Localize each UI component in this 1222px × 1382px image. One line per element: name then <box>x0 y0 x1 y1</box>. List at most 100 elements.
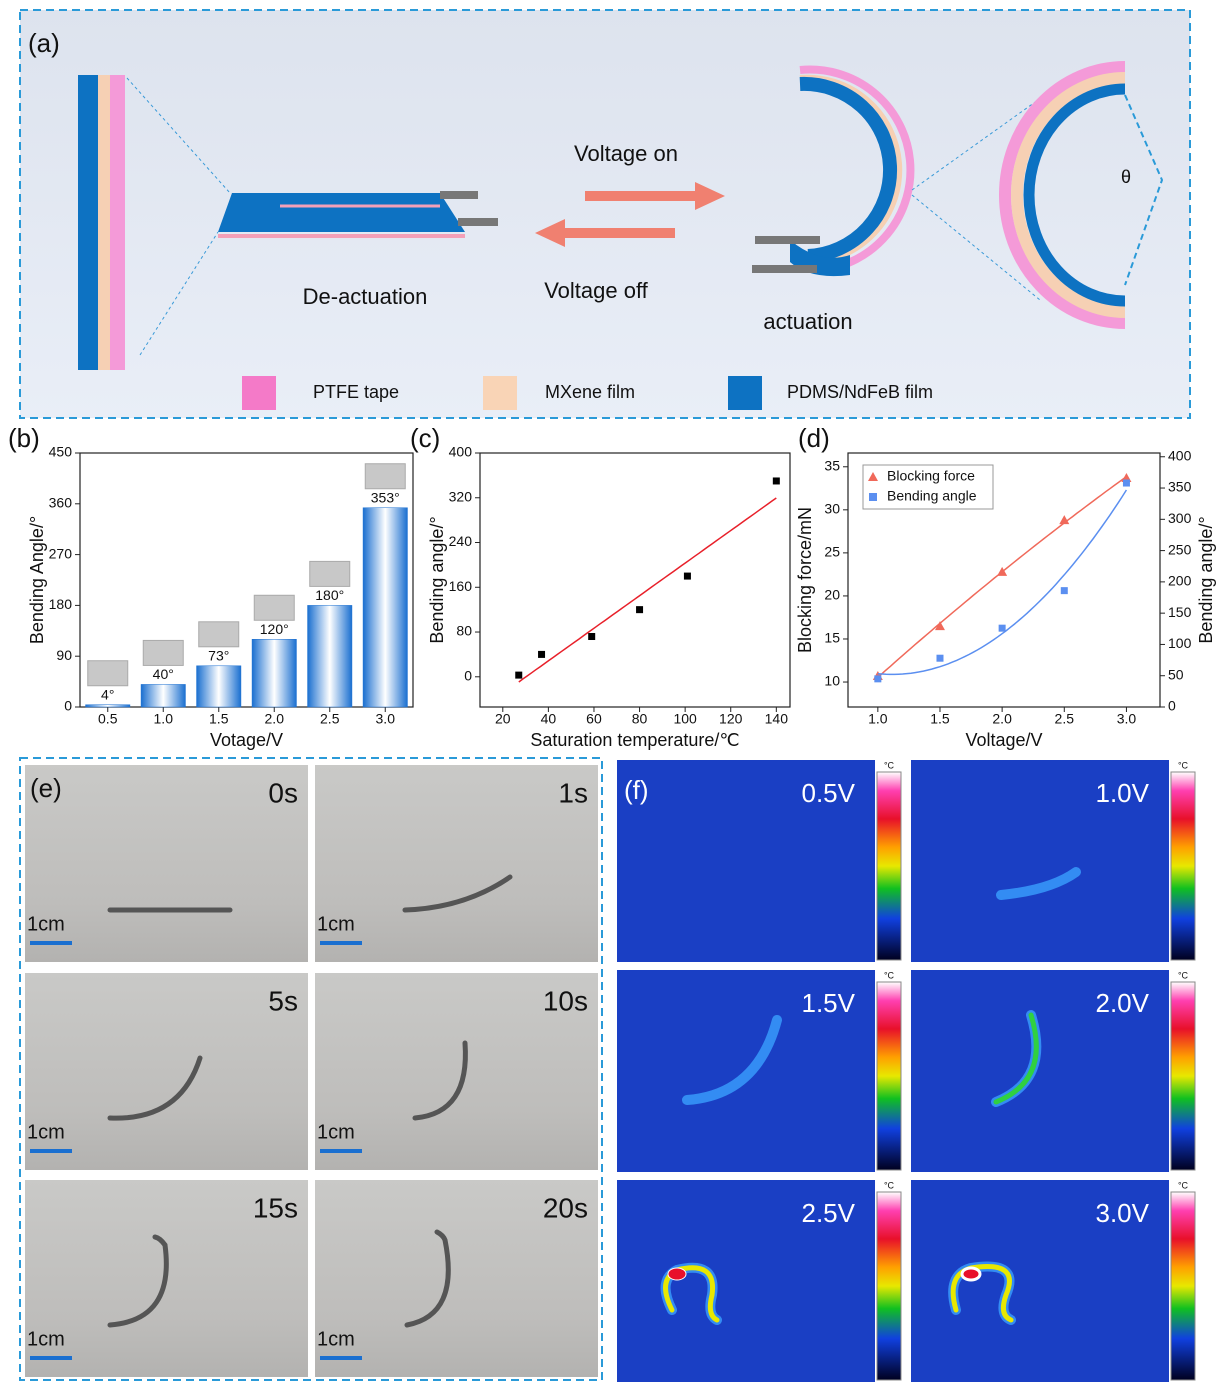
point <box>683 572 691 580</box>
scale-label: 1cm <box>27 1121 65 1143</box>
y2-tick-label: 400 <box>1168 447 1192 463</box>
x-tick-label: 2.0 <box>992 711 1012 727</box>
scale-label: 1cm <box>27 1328 65 1350</box>
fit-line <box>518 497 777 683</box>
y2-tick-label: 50 <box>1168 666 1184 682</box>
point <box>934 621 945 631</box>
y-axis-label: Bending angle/° <box>427 516 447 643</box>
colorbar <box>876 981 902 1171</box>
panel-frame <box>19 9 1191 419</box>
y-tick-label: 80 <box>456 623 472 639</box>
x-tick-label: 100 <box>673 711 697 727</box>
x-tick-label: 1.0 <box>154 711 174 727</box>
point <box>998 624 1006 632</box>
legend-label: Blocking force <box>887 468 975 484</box>
y2-tick-label: 200 <box>1168 573 1192 589</box>
actuator-curved <box>799 76 898 263</box>
legend-swatch <box>483 376 517 410</box>
legend-label: PDMS/NdFeB film <box>787 382 933 402</box>
x-tick-label: 120 <box>719 711 743 727</box>
layer-pdms <box>78 75 98 370</box>
colorbar <box>1170 771 1196 961</box>
frame-label: 1s <box>558 777 588 808</box>
value-label: 40° <box>153 666 174 682</box>
actuator-curved <box>799 74 903 265</box>
heat-core <box>993 1012 1039 1105</box>
plot-frame <box>479 452 791 708</box>
x-tick-label: 2.0 <box>265 711 285 727</box>
heat-core <box>663 1265 720 1323</box>
heat-trace <box>996 867 1081 900</box>
y-tick-label: 320 <box>449 488 473 504</box>
photo-bg <box>315 765 598 962</box>
panel-label: (c) <box>410 423 440 453</box>
scale-label: 1cm <box>27 913 65 935</box>
inset-photo <box>198 621 240 648</box>
zoom-arc <box>1023 83 1126 307</box>
colorbar-unit: °C <box>884 1180 895 1190</box>
colorbar-unit: °C <box>884 970 895 980</box>
y2-tick-label: 250 <box>1168 541 1192 557</box>
bar <box>196 665 242 708</box>
y-tick-label: 35 <box>824 457 840 473</box>
y-tick-label: 270 <box>49 545 73 561</box>
colorbar <box>1170 1191 1196 1381</box>
photo: 10s 1cm <box>315 973 598 1170</box>
thermal-image: °C 1.5V <box>617 970 902 1172</box>
frame-label: 1.5V <box>802 988 856 1018</box>
electrode <box>440 191 478 199</box>
bar <box>140 684 186 708</box>
value-label: 4° <box>101 686 114 702</box>
frame-label: 5s <box>268 985 298 1016</box>
colorbar <box>876 771 902 961</box>
y-tick-label: 240 <box>449 533 473 549</box>
actuator-curved <box>799 65 915 274</box>
x-tick-label: 3.0 <box>376 711 396 727</box>
legend-marker <box>869 493 877 501</box>
angle-line <box>1124 94 1164 286</box>
thermal-bg <box>617 760 875 962</box>
colorbar-unit: °C <box>1178 1180 1189 1190</box>
panel-e: 0s 1cm 1s 1cm 5s 1cm 10s 1cm 15s 1cm 20s 1cm (e) <box>25 765 598 1377</box>
frame-label: 15s <box>253 1192 298 1223</box>
x-tick-label: 40 <box>541 711 557 727</box>
arrow-label: Voltage on <box>574 141 678 166</box>
photo: 15s 1cm <box>25 1180 308 1377</box>
zoom-arc <box>1011 72 1126 318</box>
value-label: 180° <box>315 587 344 603</box>
arrow-label: Voltage off <box>544 278 648 303</box>
y-tick-label: 90 <box>56 647 72 663</box>
legend-marker <box>868 472 878 481</box>
ptfe-strip <box>218 234 465 238</box>
thermal-bg <box>911 760 1169 962</box>
scale-label: 1cm <box>317 1328 355 1350</box>
y-axis-label: Blocking force/mN <box>795 507 815 653</box>
y-tick-label: 0 <box>64 698 72 714</box>
zoom-line <box>139 231 219 356</box>
x-tick-label: 140 <box>765 711 789 727</box>
arrow-left <box>535 219 675 247</box>
hot-spot <box>960 1266 982 1282</box>
frame-label: 10s <box>543 985 588 1016</box>
electrode <box>752 265 817 273</box>
thermal-bg <box>617 1180 875 1382</box>
frame-label: 1.0V <box>1096 778 1150 808</box>
panel-f: °C 0.5V °C 1.0V °C 1.5V °C 2.0V °C 2.5V °C 3.0V (f) <box>617 760 1196 1382</box>
fit-line <box>877 489 1128 676</box>
point <box>1122 479 1130 487</box>
photo-bg <box>25 765 308 962</box>
photo-bg <box>315 973 598 1170</box>
x-tick-label: 0.5 <box>98 711 118 727</box>
x-tick-label: 2.5 <box>1055 711 1075 727</box>
y-tick-label: 10 <box>824 673 840 689</box>
zoom-line <box>126 77 231 194</box>
frame-label: 2.5V <box>802 1198 856 1228</box>
colorbar-unit: °C <box>1178 760 1189 770</box>
point <box>588 633 596 641</box>
point <box>515 671 523 679</box>
x-tick-label: 1.0 <box>868 711 888 727</box>
y-tick-label: 15 <box>824 630 840 646</box>
photo-bg <box>25 973 308 1170</box>
arrow-right <box>585 182 725 210</box>
